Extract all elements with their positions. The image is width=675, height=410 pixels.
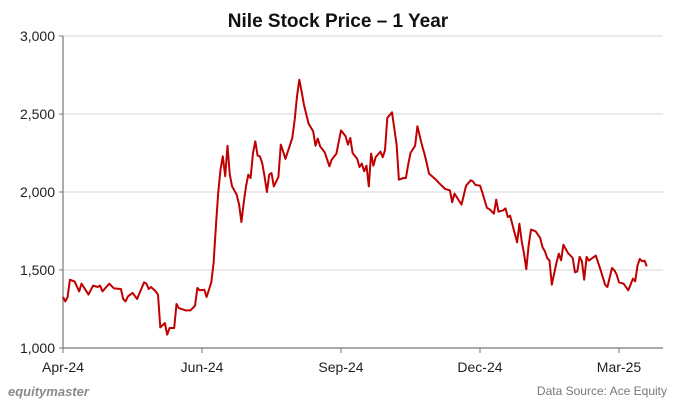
gridlines xyxy=(63,35,663,271)
equitymaster-logo: equitymaster xyxy=(8,384,89,399)
x-tick-label: Sep-24 xyxy=(318,359,363,375)
y-tick-label: 2,500 xyxy=(20,106,55,122)
x-tick-label: Jun-24 xyxy=(181,359,224,375)
y-tick-label: 2,000 xyxy=(20,184,55,200)
x-tick-label: Mar-25 xyxy=(597,359,642,375)
price-line xyxy=(62,78,648,336)
data-source-note: Data Source: Ace Equity xyxy=(536,384,667,398)
x-tick-label: Apr-24 xyxy=(42,359,84,375)
y-axis: 1,000 1,500 2,000 2,500 3,000 xyxy=(20,28,64,356)
price-series xyxy=(62,78,648,336)
y-tick-label: 1,500 xyxy=(20,262,55,278)
y-tick-label: 3,000 xyxy=(20,28,55,44)
x-axis: Apr-24 Jun-24 Sep-24 Dec-24 Mar-25 xyxy=(42,347,663,375)
x-tick-label: Dec-24 xyxy=(457,359,502,375)
y-tick-label: 1,000 xyxy=(20,340,55,356)
chart-title: Nile Stock Price – 1 Year xyxy=(228,11,449,32)
